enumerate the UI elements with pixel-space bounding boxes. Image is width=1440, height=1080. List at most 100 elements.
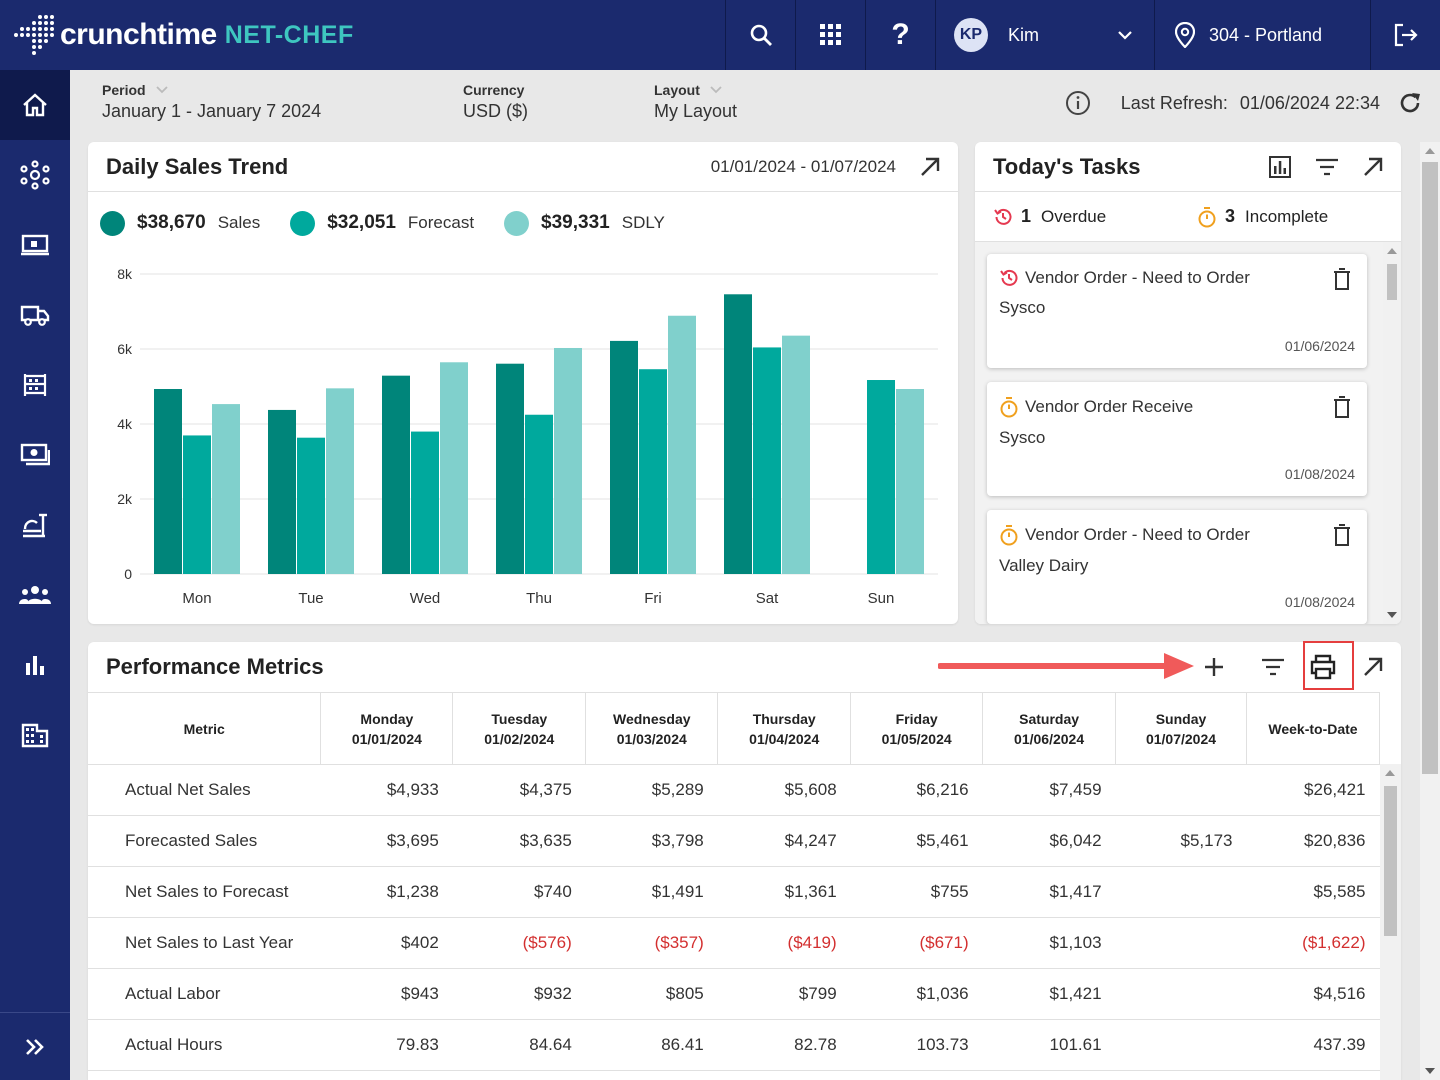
logout-button[interactable] [1370, 0, 1440, 70]
metric-value-cell: ($576) [452, 917, 586, 969]
metric-value-cell: $4,516 [1246, 968, 1380, 1020]
bar-forecast-wed[interactable] [411, 431, 439, 574]
overdue-summary[interactable]: 1 Overdue [993, 206, 1197, 227]
network-hub-icon [20, 160, 50, 190]
home-icon [23, 93, 47, 117]
perf-filter-button[interactable] [1261, 658, 1285, 676]
bar-sales-fri[interactable] [610, 340, 638, 574]
bar-forecast-sun[interactable] [867, 380, 895, 574]
x-tick-label: Wed [410, 590, 441, 607]
table-scrollbar[interactable] [1380, 764, 1401, 1080]
page-scrollbar[interactable] [1420, 142, 1440, 1080]
bar-forecast-thu[interactable] [525, 414, 553, 574]
bar-sales-mon[interactable] [154, 389, 182, 574]
bar-sales-thu[interactable] [496, 363, 524, 574]
sidebar-item-reports[interactable] [0, 630, 70, 700]
bar-forecast-fri[interactable] [639, 369, 667, 574]
column-header-friday[interactable]: Friday 01/05/2024 [850, 692, 984, 765]
metric-value-cell: $5,289 [585, 764, 718, 816]
column-header-wednesday[interactable]: Wednesday 01/03/2024 [585, 692, 719, 765]
sidebar-item-food[interactable] [0, 490, 70, 560]
scroll-up-icon[interactable] [1425, 148, 1435, 154]
scroll-down-icon[interactable] [1387, 612, 1397, 618]
bar-sdly-tue[interactable] [326, 388, 354, 574]
sidebar-item-network[interactable] [0, 140, 70, 210]
delete-task-button[interactable] [1333, 396, 1351, 423]
sidebar-item-people[interactable] [0, 560, 70, 630]
table-row[interactable]: Net Sales to Forecast $1,238 $740 $1,491 $1,… [88, 866, 1380, 918]
search-button[interactable] [725, 0, 795, 70]
sidebar-item-home[interactable] [0, 70, 70, 140]
tasks-scrollbar[interactable] [1383, 242, 1401, 624]
user-menu[interactable]: KP Kim [935, 0, 1154, 70]
layout-filter[interactable]: Layout My Layout [654, 82, 737, 122]
tasks-report-button[interactable] [1269, 155, 1291, 178]
bar-sales-sat[interactable] [724, 294, 752, 574]
table-row[interactable]: Actual Hours 79.83 84.64 86.41 82.78 103.73 10… [88, 1019, 1380, 1071]
scroll-up-icon[interactable] [1385, 770, 1395, 776]
sidebar-item-organization[interactable] [0, 700, 70, 770]
add-metric-button[interactable] [1203, 656, 1225, 678]
perf-expand-button[interactable] [1363, 657, 1383, 677]
bar-sdly-mon[interactable] [212, 404, 240, 574]
trash-icon [1334, 268, 1350, 290]
bar-sdly-thu[interactable] [554, 347, 582, 574]
bar-sales-tue[interactable] [268, 409, 296, 574]
crunchtime-dots-icon [14, 15, 54, 55]
bar-sdly-sun[interactable] [896, 389, 924, 574]
bar-sdly-wed[interactable] [440, 362, 468, 574]
column-header-sunday[interactable]: Sunday 01/07/2024 [1115, 692, 1247, 765]
expand-button[interactable] [920, 157, 940, 177]
metric-value-cell: $7,459 [982, 764, 1116, 816]
sidebar-item-inventory[interactable] [0, 350, 70, 420]
bar-forecast-tue[interactable] [297, 437, 325, 574]
scroll-down-icon[interactable] [1425, 1068, 1435, 1074]
scrollbar-thumb[interactable] [1387, 264, 1397, 300]
sidebar-item-delivery[interactable] [0, 280, 70, 350]
delete-task-button[interactable] [1333, 524, 1351, 551]
bar-forecast-mon[interactable] [183, 435, 211, 574]
sidebar-expand-button[interactable] [0, 1012, 70, 1080]
legend-item-sales[interactable]: $38,670 Sales [100, 210, 260, 236]
currency-filter[interactable]: Currency USD ($) [463, 82, 528, 122]
legend-item-sdly[interactable]: $39,331 SDLY [504, 210, 665, 236]
overdue-label: Overdue [1041, 206, 1107, 226]
info-icon[interactable] [1065, 90, 1091, 116]
legend-item-forecast[interactable]: $32,051 Forecast [290, 210, 474, 236]
table-row[interactable]: Net Sales to Last Year $402 ($576) ($357) ($… [88, 917, 1380, 969]
task-card[interactable]: Vendor Order - Need to Order Sysco 01/06… [987, 254, 1367, 368]
period-filter[interactable]: Period January 1 - January 7 2024 [102, 82, 321, 122]
refresh-icon[interactable] [1398, 91, 1422, 115]
tasks-expand-button[interactable] [1363, 157, 1383, 177]
column-header-monday[interactable]: Monday 01/01/2024 [320, 692, 454, 765]
column-header-week-to-date[interactable]: Week-to-Date [1245, 692, 1381, 765]
scrollbar-thumb[interactable] [1422, 162, 1438, 774]
scroll-up-icon[interactable] [1387, 248, 1397, 254]
task-card[interactable]: Vendor Order - Need to Order Valley Dair… [987, 510, 1367, 624]
help-button[interactable]: ? [865, 0, 935, 70]
scrollbar-thumb[interactable] [1384, 786, 1397, 936]
bar-forecast-sat[interactable] [753, 347, 781, 574]
column-header-tuesday[interactable]: Tuesday 01/02/2024 [452, 692, 587, 765]
bar-sdly-sat[interactable] [782, 335, 810, 574]
incomplete-summary[interactable]: 3 Incomplete [1197, 206, 1401, 228]
column-header-saturday[interactable]: Saturday 01/06/2024 [982, 692, 1117, 765]
sidebar-item-pos[interactable] [0, 210, 70, 280]
location-selector[interactable]: 304 - Portland [1154, 0, 1370, 70]
column-header-metric[interactable]: Metric [88, 692, 322, 765]
print-button[interactable] [1309, 654, 1337, 680]
brand-logo[interactable]: crunchtime NET-CHEF [0, 0, 725, 70]
apps-button[interactable] [795, 0, 865, 70]
table-row[interactable]: Actual Labor $943 $932 $805 $799 $1,036 $1,421… [88, 968, 1380, 1020]
y-tick-label: 8k [117, 266, 133, 282]
column-header-thursday[interactable]: Thursday 01/04/2024 [717, 692, 852, 765]
metric-value-cell: $4,247 [717, 815, 851, 867]
table-row[interactable]: Actual Net Sales $4,933 $4,375 $5,289 $5,608… [88, 764, 1380, 816]
tasks-filter-button[interactable] [1315, 158, 1339, 176]
sidebar-item-cash[interactable] [0, 420, 70, 490]
delete-task-button[interactable] [1333, 268, 1351, 295]
task-card[interactable]: Vendor Order Receive Sysco 01/08/2024 [987, 382, 1367, 496]
bar-sdly-fri[interactable] [668, 315, 696, 574]
table-row[interactable]: Forecasted Sales $3,695 $3,635 $3,798 $4,247… [88, 815, 1380, 867]
bar-sales-wed[interactable] [382, 375, 410, 574]
